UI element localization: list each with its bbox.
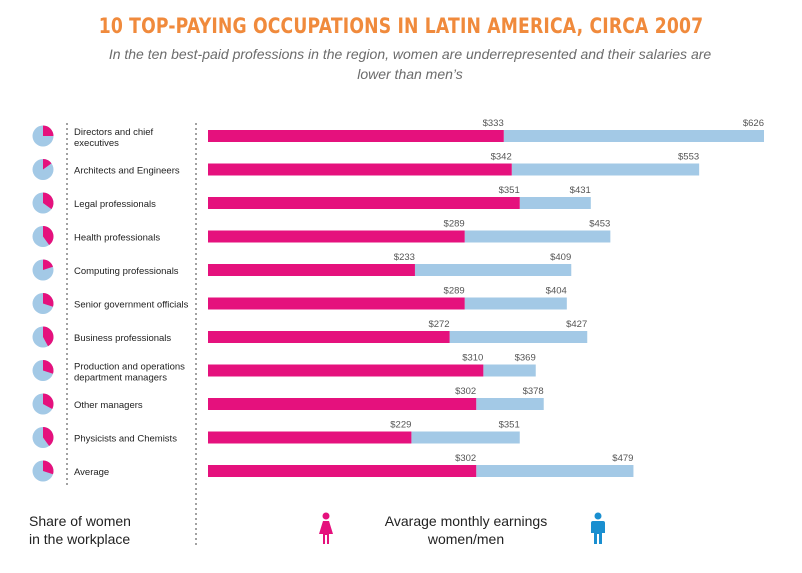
earnings-legend-line1: Avarage monthly earnings — [384, 513, 548, 529]
category-label: Architects and Engineers — [74, 166, 180, 177]
category-label: Health professionals — [74, 233, 160, 244]
men-value-label: $453 — [589, 219, 610, 230]
share-of-women-legend: Share of women in the workplace — [29, 512, 131, 548]
women-value-label: $302 — [455, 453, 476, 464]
men-bar — [464, 297, 567, 310]
women-value-label: $333 — [483, 118, 504, 129]
men-bar — [464, 230, 611, 243]
women-value-label: $233 — [394, 252, 415, 263]
women-value-label: $310 — [462, 353, 483, 364]
men-value-label: $626 — [743, 118, 764, 129]
women-bar — [208, 264, 415, 276]
men-value-label: $351 — [499, 420, 520, 431]
men-value-label: $427 — [566, 319, 587, 330]
category-label: Average — [74, 467, 109, 478]
chart-rows: Directors and chief executives $333 $626 Arc… — [32, 118, 764, 482]
women-bar — [208, 297, 465, 310]
men-bar — [449, 331, 588, 343]
share-pie-women-slice — [43, 192, 54, 210]
men-value-label: $378 — [523, 386, 544, 397]
women-value-label: $302 — [455, 386, 476, 397]
men-bar — [503, 130, 764, 142]
women-bar — [208, 431, 412, 444]
share-pie-women-slice — [43, 393, 54, 410]
category-label: Computing professionals — [74, 266, 179, 277]
share-pie-women-slice — [43, 159, 52, 170]
women-bar — [208, 197, 520, 209]
men-bar — [476, 465, 634, 477]
share-pie-women-slice — [43, 460, 54, 475]
women-value-label: $272 — [428, 319, 449, 330]
male-figure-icon — [591, 512, 605, 544]
women-bar — [208, 163, 512, 176]
category-label: Production and operations department mana… — [74, 362, 185, 384]
women-bar — [208, 465, 477, 477]
women-bar — [208, 130, 504, 142]
earnings-legend: Avarage monthly earnings women/men — [376, 512, 556, 548]
men-value-label: $409 — [550, 252, 571, 263]
women-bar — [208, 331, 450, 343]
category-label: Legal professionals — [74, 199, 156, 210]
men-bar — [483, 364, 536, 377]
share-pie-women-slice — [43, 326, 54, 347]
men-value-label: $369 — [515, 353, 536, 364]
women-bar — [208, 364, 484, 377]
men-bar — [476, 398, 544, 410]
earnings-legend-line2: women/men — [427, 531, 505, 547]
share-of-women-line1: Share of women — [29, 513, 131, 529]
category-label: Physicists and Chemists — [74, 434, 177, 445]
share-pie-women-slice — [43, 427, 54, 446]
share-pie-women-slice — [43, 125, 54, 136]
category-label: Senior government officials — [74, 300, 189, 311]
women-value-label: $289 — [444, 219, 465, 230]
category-label: Business professionals — [74, 333, 171, 344]
female-figure-icon — [319, 512, 333, 544]
women-value-label: $289 — [444, 286, 465, 297]
men-value-label: $431 — [570, 185, 591, 196]
men-value-label: $553 — [678, 152, 699, 163]
men-value-label: $479 — [612, 453, 633, 464]
women-value-label: $342 — [491, 152, 512, 163]
women-bar — [208, 230, 465, 243]
men-bar — [414, 264, 572, 276]
women-value-label: $229 — [390, 420, 411, 431]
share-pie-women-slice — [43, 292, 54, 307]
chart-title: 10 TOP-PAYING OCCUPATIONS IN LATIN AMERI… — [98, 14, 704, 38]
women-value-label: $351 — [499, 185, 520, 196]
share-of-women-line2: in the workplace — [29, 531, 131, 547]
category-label: Other managers — [74, 400, 143, 411]
share-pie-women-slice — [43, 259, 53, 270]
men-bar — [511, 163, 700, 176]
men-bar — [411, 431, 520, 444]
category-label: Directors and chief executives — [74, 127, 154, 149]
share-pie-women-slice — [43, 359, 54, 374]
share-pie-women-slice — [43, 226, 54, 245]
women-bar — [208, 398, 477, 410]
chart-subtitle: In the ten best-paid professions in the … — [108, 46, 712, 82]
men-value-label: $404 — [546, 286, 567, 297]
men-bar — [519, 197, 591, 209]
